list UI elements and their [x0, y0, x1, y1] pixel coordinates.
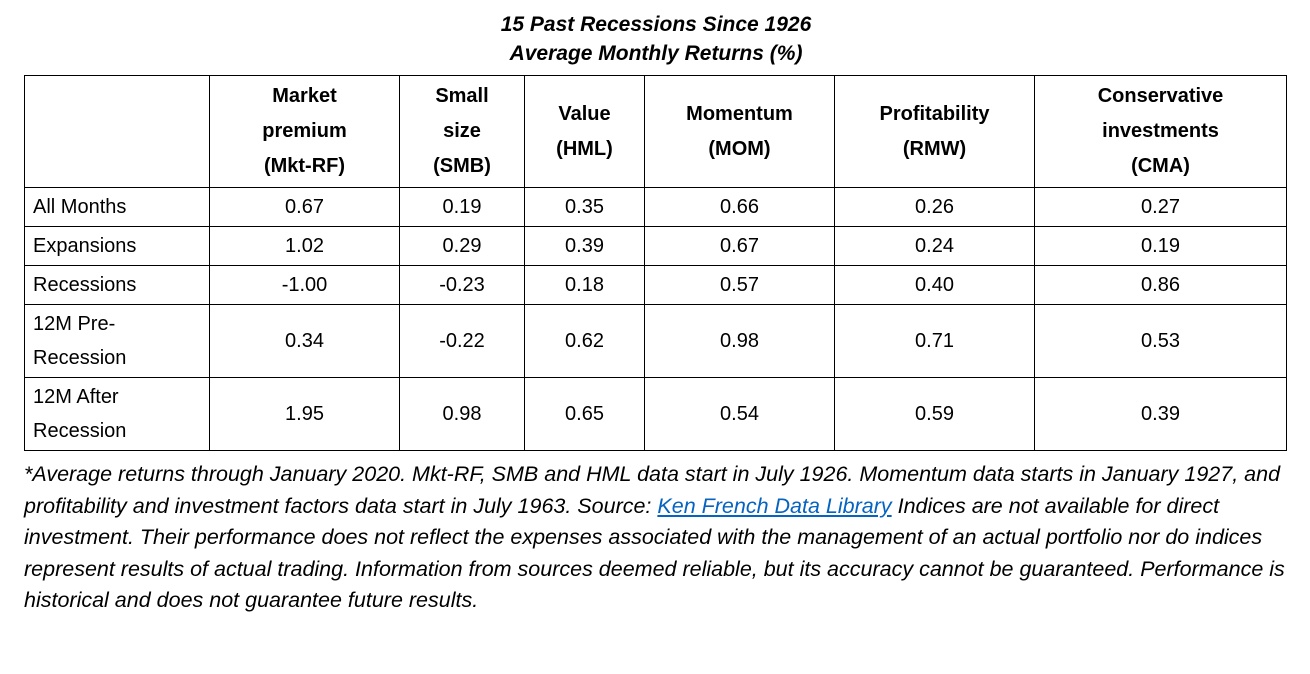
table-cell: 0.86: [1034, 265, 1287, 305]
col-header-conservative-investments: Conservative investments (CMA): [1034, 75, 1287, 188]
table-cell: 0.19: [399, 187, 525, 227]
col-header-momentum: Momentum (MOM): [644, 75, 835, 188]
footnote: *Average returns through January 2020. M…: [24, 459, 1288, 617]
ken-french-data-library-link[interactable]: Ken French Data Library: [657, 493, 892, 518]
table-cell: 0.27: [1034, 187, 1287, 227]
table-row: 12M Pre- Recession 0.34 -0.22 0.62 0.98 …: [24, 304, 1287, 378]
row-label-expansions: Expansions: [24, 226, 210, 266]
table-cell: 0.19: [1034, 226, 1287, 266]
col-header-value: Value (HML): [524, 75, 645, 188]
header-row: Market premium (Mkt-RF) Small size (SMB)…: [24, 75, 1287, 188]
table-cell: -0.23: [399, 265, 525, 305]
table-cell: 0.24: [834, 226, 1035, 266]
table-cell: 0.62: [524, 304, 645, 378]
page-subtitle: Average Monthly Returns (%): [509, 42, 803, 65]
table-row: 12M After Recession 1.95 0.98 0.65 0.54 …: [24, 377, 1287, 451]
footnote-text-after-link: Indices are not available for direct inv…: [24, 493, 1285, 613]
footnote-text-before-link: *Average returns through January 2020. M…: [24, 462, 1281, 518]
table-cell: 0.98: [644, 304, 835, 378]
title-block: 15 Past Recessions Since 1926 Average Mo…: [24, 10, 1288, 68]
row-label-all-months: All Months: [24, 187, 210, 227]
table-cell: 0.53: [1034, 304, 1287, 378]
table-cell: -1.00: [209, 265, 400, 305]
table-cell: 0.57: [644, 265, 835, 305]
table-cell: 1.95: [209, 377, 400, 451]
table-cell: 0.66: [644, 187, 835, 227]
col-header-small-size: Small size (SMB): [399, 75, 525, 188]
table-cell: 1.02: [209, 226, 400, 266]
table-cell: 0.54: [644, 377, 835, 451]
table-cell: 0.98: [399, 377, 525, 451]
table-cell: 0.18: [524, 265, 645, 305]
col-header-profitability: Profitability (RMW): [834, 75, 1035, 188]
table-cell: 0.67: [209, 187, 400, 227]
table-cell: 0.39: [524, 226, 645, 266]
table-cell: 0.26: [834, 187, 1035, 227]
returns-table: Market premium (Mkt-RF) Small size (SMB)…: [24, 75, 1287, 451]
table-cell: 0.39: [1034, 377, 1287, 451]
table-cell: 0.34: [209, 304, 400, 378]
table-cell: -0.22: [399, 304, 525, 378]
row-label-12m-pre-recession: 12M Pre- Recession: [24, 304, 210, 378]
row-label-recessions: Recessions: [24, 265, 210, 305]
row-label-12m-after-recession: 12M After Recession: [24, 377, 210, 451]
page-title: 15 Past Recessions Since 1926: [500, 13, 812, 36]
table-row: Expansions 1.02 0.29 0.39 0.67 0.24 0.19: [24, 226, 1287, 266]
table-cell: 0.35: [524, 187, 645, 227]
col-header-market-premium: Market premium (Mkt-RF): [209, 75, 400, 188]
corner-cell: [24, 75, 210, 188]
table-cell: 0.40: [834, 265, 1035, 305]
table-cell: 0.67: [644, 226, 835, 266]
table-row: All Months 0.67 0.19 0.35 0.66 0.26 0.27: [24, 187, 1287, 227]
table-cell: 0.71: [834, 304, 1035, 378]
table-cell: 0.29: [399, 226, 525, 266]
table-cell: 0.59: [834, 377, 1035, 451]
table-cell: 0.65: [524, 377, 645, 451]
table-row: Recessions -1.00 -0.23 0.18 0.57 0.40 0.…: [24, 265, 1287, 305]
